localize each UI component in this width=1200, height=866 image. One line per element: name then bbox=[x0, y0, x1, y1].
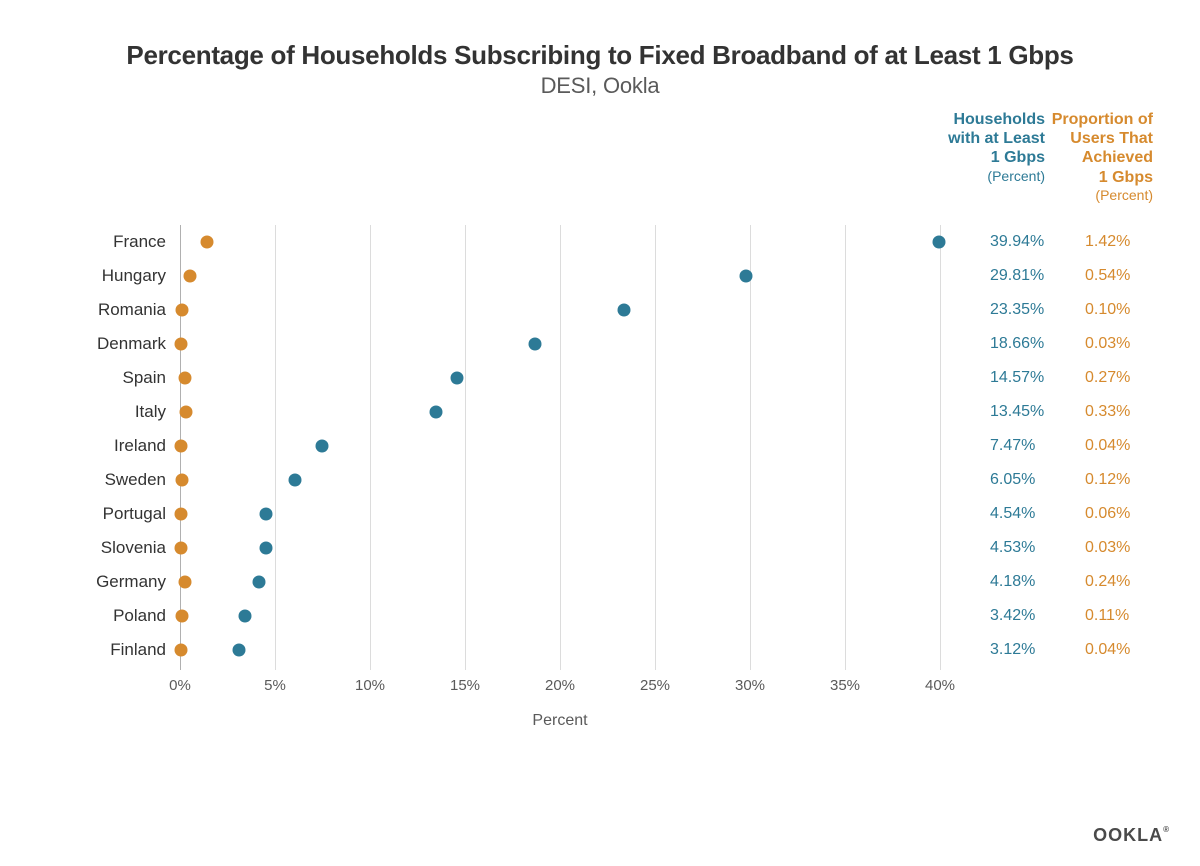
households-dot bbox=[260, 508, 273, 521]
achieved-dot bbox=[176, 610, 189, 623]
households-dot bbox=[932, 236, 945, 249]
x-tick: 35% bbox=[830, 677, 860, 694]
x-tick: 0% bbox=[169, 677, 191, 694]
achieved-dot bbox=[174, 542, 187, 555]
country-label: Portugal bbox=[103, 504, 166, 524]
households-value: 23.35% bbox=[990, 301, 1044, 319]
achieved-value: 0.11% bbox=[1085, 607, 1129, 625]
country-label: Hungary bbox=[102, 266, 166, 286]
households-dot bbox=[260, 542, 273, 555]
households-value: 3.42% bbox=[990, 607, 1035, 625]
households-value: 4.54% bbox=[990, 505, 1035, 523]
country-label: Germany bbox=[96, 572, 166, 592]
data-row: Denmark18.66%0.03% bbox=[180, 327, 940, 361]
households-value: 4.53% bbox=[990, 539, 1035, 557]
country-label: Spain bbox=[123, 368, 166, 388]
households-dot bbox=[617, 304, 630, 317]
country-label: Sweden bbox=[105, 470, 166, 490]
data-row: Ireland7.47%0.04% bbox=[180, 429, 940, 463]
households-dot bbox=[528, 338, 541, 351]
data-row: Poland3.42%0.11% bbox=[180, 599, 940, 633]
data-row: Germany4.18%0.24% bbox=[180, 565, 940, 599]
achieved-value: 1.42% bbox=[1085, 233, 1130, 251]
column-header-households: Householdswith at Least1 Gbps(Percent) bbox=[948, 110, 1045, 184]
country-label: Romania bbox=[98, 300, 166, 320]
country-label: France bbox=[113, 232, 166, 252]
achieved-dot bbox=[174, 338, 187, 351]
data-row: Italy13.45%0.33% bbox=[180, 395, 940, 429]
data-row: Romania23.35%0.10% bbox=[180, 293, 940, 327]
plot-area: Percent 0%5%10%15%20%25%30%35%40%France3… bbox=[180, 225, 940, 710]
gridline bbox=[940, 225, 941, 670]
x-tick: 30% bbox=[735, 677, 765, 694]
households-value: 39.94% bbox=[990, 233, 1044, 251]
ookla-logo: OOKLA® bbox=[1093, 825, 1170, 846]
achieved-value: 0.03% bbox=[1085, 539, 1130, 557]
x-tick: 25% bbox=[640, 677, 670, 694]
data-row: Portugal4.54%0.06% bbox=[180, 497, 940, 531]
achieved-value: 0.33% bbox=[1085, 403, 1130, 421]
achieved-value: 0.12% bbox=[1085, 471, 1130, 489]
households-value: 7.47% bbox=[990, 437, 1035, 455]
achieved-dot bbox=[174, 440, 187, 453]
column-header-achieved: Proportion ofUsers ThatAchieved1 Gbps(Pe… bbox=[1052, 110, 1153, 204]
data-row: France39.94%1.42% bbox=[180, 225, 940, 259]
x-tick: 40% bbox=[925, 677, 955, 694]
households-dot bbox=[233, 644, 246, 657]
country-label: Italy bbox=[135, 402, 166, 422]
x-tick: 20% bbox=[545, 677, 575, 694]
chart-subtitle: DESI, Ookla bbox=[50, 73, 1150, 99]
achieved-dot bbox=[178, 576, 191, 589]
households-value: 14.57% bbox=[990, 369, 1044, 387]
households-dot bbox=[253, 576, 266, 589]
x-tick: 5% bbox=[264, 677, 286, 694]
chart-container: Percentage of Households Subscribing to … bbox=[0, 0, 1200, 866]
achieved-value: 0.03% bbox=[1085, 335, 1130, 353]
households-value: 13.45% bbox=[990, 403, 1044, 421]
x-tick: 15% bbox=[450, 677, 480, 694]
achieved-dot bbox=[175, 304, 188, 317]
households-dot bbox=[288, 474, 301, 487]
data-row: Sweden6.05%0.12% bbox=[180, 463, 940, 497]
data-row: Slovenia4.53%0.03% bbox=[180, 531, 940, 565]
households-dot bbox=[238, 610, 251, 623]
country-label: Ireland bbox=[114, 436, 166, 456]
logo-text: OOKLA bbox=[1093, 825, 1163, 845]
country-label: Slovenia bbox=[101, 538, 166, 558]
achieved-value: 0.10% bbox=[1085, 301, 1130, 319]
x-tick: 10% bbox=[355, 677, 385, 694]
households-dot bbox=[450, 372, 463, 385]
data-row: Spain14.57%0.27% bbox=[180, 361, 940, 395]
chart-title: Percentage of Households Subscribing to … bbox=[50, 40, 1150, 71]
households-dot bbox=[429, 406, 442, 419]
country-label: Finland bbox=[110, 640, 166, 660]
x-axis-label: Percent bbox=[532, 712, 587, 730]
achieved-dot bbox=[174, 644, 187, 657]
achieved-dot bbox=[176, 474, 189, 487]
households-value: 29.81% bbox=[990, 267, 1044, 285]
achieved-value: 0.04% bbox=[1085, 641, 1130, 659]
households-dot bbox=[315, 440, 328, 453]
achieved-dot bbox=[180, 406, 193, 419]
households-value: 18.66% bbox=[990, 335, 1044, 353]
achieved-value: 0.27% bbox=[1085, 369, 1130, 387]
achieved-dot bbox=[184, 270, 197, 283]
households-dot bbox=[740, 270, 753, 283]
data-row: Finland3.12%0.04% bbox=[180, 633, 940, 667]
achieved-value: 0.04% bbox=[1085, 437, 1130, 455]
households-value: 6.05% bbox=[990, 471, 1035, 489]
country-label: Poland bbox=[113, 606, 166, 626]
achieved-dot bbox=[175, 508, 188, 521]
data-row: Hungary29.81%0.54% bbox=[180, 259, 940, 293]
achieved-dot bbox=[200, 236, 213, 249]
achieved-value: 0.24% bbox=[1085, 573, 1130, 591]
achieved-value: 0.54% bbox=[1085, 267, 1130, 285]
country-label: Denmark bbox=[97, 334, 166, 354]
achieved-value: 0.06% bbox=[1085, 505, 1130, 523]
households-value: 3.12% bbox=[990, 641, 1035, 659]
achieved-dot bbox=[179, 372, 192, 385]
households-value: 4.18% bbox=[990, 573, 1035, 591]
